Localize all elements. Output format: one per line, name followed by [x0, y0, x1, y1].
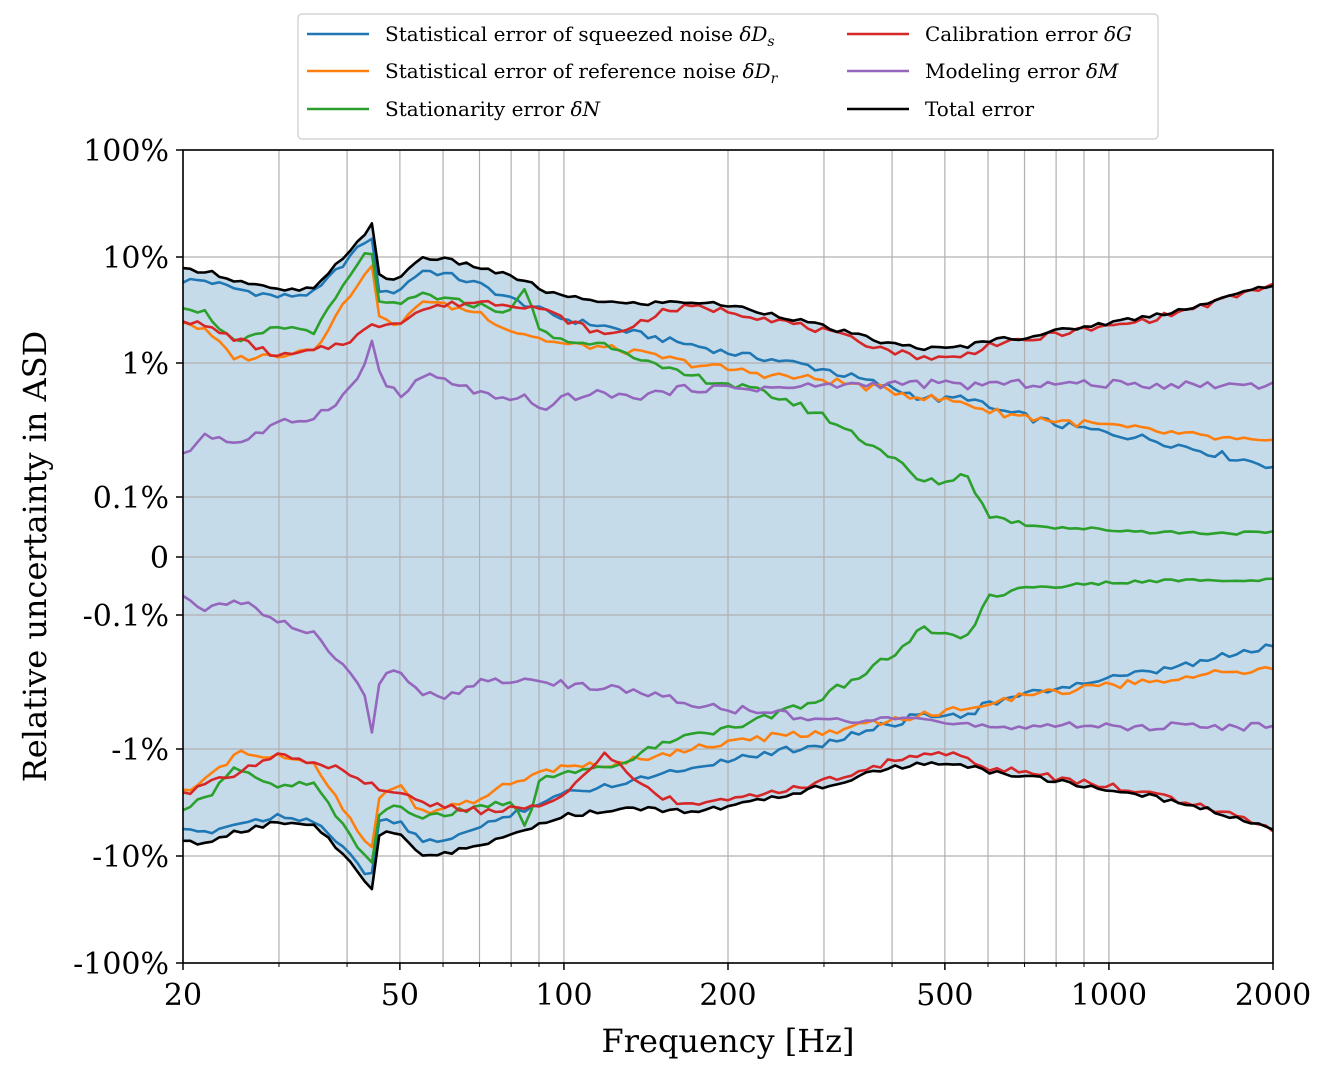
x-tick-label: 50: [381, 978, 419, 1013]
plot-area: 20 50 100 200 500 1000 2000 100% 10% 1% 0.1% 0 -0.1%…: [16, 134, 1311, 1060]
y-tick-label: 10%: [102, 241, 169, 276]
y-tick-label: -0.1%: [83, 599, 169, 634]
legend-entry-label: Calibration error δG: [925, 22, 1132, 46]
series-line-statistical-upper: [182, 237, 1274, 470]
x-axis-label: Frequency [Hz]: [602, 1022, 855, 1060]
series-line-total-upper: [182, 222, 1274, 352]
y-tick-label: 0: [150, 541, 169, 576]
y-tick-label: 1%: [121, 347, 169, 382]
x-tick-label: 2000: [1235, 978, 1311, 1013]
legend-entry-label: Modeling error δM: [925, 59, 1119, 83]
legend-entry-label: Stationarity error δN: [385, 97, 602, 121]
y-tick-label: 100%: [83, 134, 169, 169]
series-line-stationarity-lower: [182, 577, 1274, 864]
y-tick-label: -10%: [92, 840, 169, 875]
series-line-statistical-lower: [182, 665, 1274, 849]
x-tick-label: 1000: [1071, 978, 1147, 1013]
series-line-statistical-lower: [182, 643, 1274, 876]
legend-entry-label: Total error: [925, 97, 1035, 121]
x-tick-label: 20: [164, 978, 202, 1013]
legend-entry-label: Statistical error of reference noise δDr: [385, 59, 779, 87]
legend-box: [297, 13, 1159, 140]
y-tick-label: -100%: [73, 947, 169, 982]
series-line-calibration-upper: [182, 282, 1274, 361]
series-line-modeling-upper: [182, 339, 1274, 455]
y-tick-label: 0.1%: [93, 481, 169, 516]
series-line-calibration-lower: [182, 751, 1274, 833]
legend-entry-label: Statistical error of squeezed noise δDs: [385, 22, 775, 50]
series-line-stationarity-upper: [182, 252, 1274, 536]
legend: Statistical error of squeezed noise δDs S…: [297, 13, 1159, 140]
y-axis-label: Relative uncertainty in ASD: [16, 331, 54, 783]
series-line-total-lower: [183, 761, 1274, 891]
series-line-statistical-upper: [182, 264, 1274, 442]
x-tick-label: 500: [916, 978, 973, 1013]
y-tick-label: -1%: [111, 733, 169, 768]
x-tick-label: 200: [699, 978, 756, 1013]
series-line-modeling-lower: [182, 594, 1274, 734]
x-tick-label: 100: [535, 978, 592, 1013]
